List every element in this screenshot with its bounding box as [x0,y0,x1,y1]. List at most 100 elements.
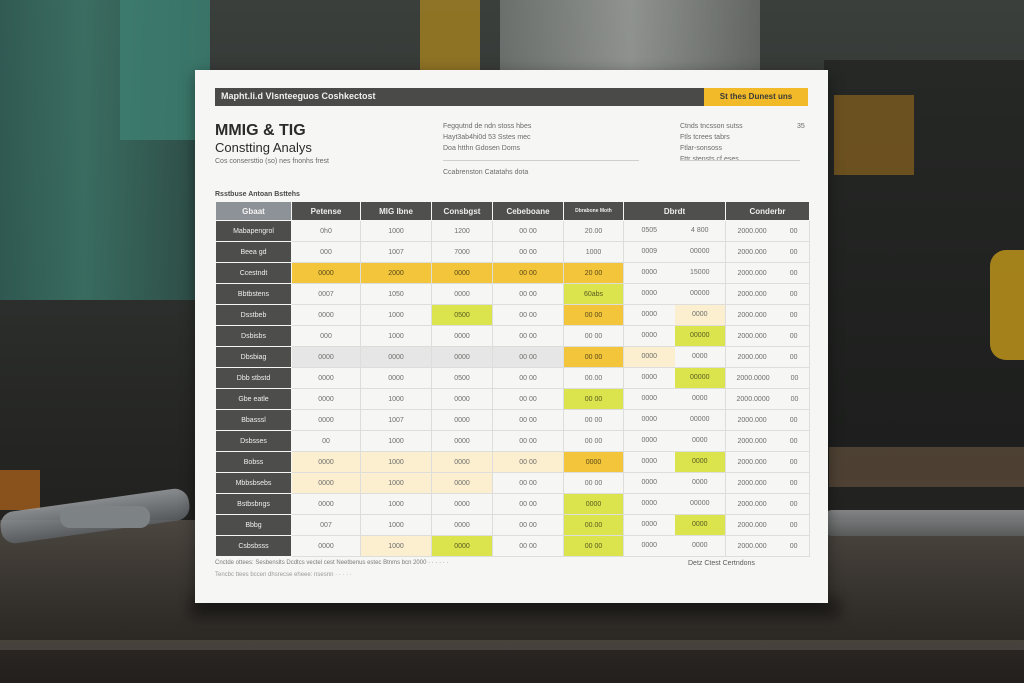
table-cell: 0000 [431,283,493,305]
table-cell: 0000 [291,304,361,326]
split-cell-value: 00 [789,332,798,340]
split-cell: 2000.000 00 [727,353,809,361]
table-cell: 2000.000 00 [725,220,810,242]
table-cell: 0000 00000 [623,283,726,305]
meta-line: Ftlar-sonsoss [680,145,723,152]
table-cell: 0000 [431,535,493,557]
table-cell: 00 00 [563,346,624,368]
split-cell-value: 00000 [690,248,710,255]
split-cell-value: 2000.000 [737,290,767,298]
split-cell-value: 00000 [674,326,725,346]
table-cell: 0000 [563,451,624,473]
split-cell-value: 00 [789,542,798,550]
table-cell: 00 00 [492,388,564,410]
split-cell: 0000 0000 [625,452,725,472]
split-cell-value: 0000 [641,311,658,318]
table-cell: 2000.000 00 [725,430,810,452]
split-cell-value: 00 [790,374,799,382]
split-cell-value: 0000 [674,515,725,535]
table-cell: 1000 [360,430,432,452]
table-cell: 2000.000 00 [725,325,810,347]
meta-column-1: Fegqutnd de ndn stoss hbes Hayt3ab4hi0d … [443,121,531,154]
table-cell: 2000.000 00 [725,283,810,305]
table-cell: 0000 [431,451,493,473]
window-light [500,0,760,70]
split-cell-value: 2000.0000 [736,395,770,403]
row-label: Bbtbstens [215,283,292,305]
column-header: Gbaat [215,201,292,221]
table-cell: 00 00 [563,409,624,431]
footnote-right: Detz Ctest Certndons [688,560,755,567]
column-header: Consbgst [431,201,493,221]
table-cell: 0000 00000 [623,367,726,389]
sheet-header-bar: Mapht.li.d Vlsnteeguos Coshkectost St th… [215,88,808,106]
table-row: Mabapengrol 0h0 1000 1200 00 00 20.00 0505 4 80… [215,220,810,242]
table-cell: 0000 [291,367,361,389]
split-cell-value: 00 [789,479,798,487]
header-tag: St thes Dunest uns [704,88,808,106]
table-cell: 0000 [431,493,493,515]
split-cell: 2000.000 00 [727,312,809,319]
table-cell: 00 00 [492,346,564,368]
table-cell: 0000 [291,472,361,494]
table-cell: 0000 0000 [623,430,726,452]
table-cell: 00 00 [492,451,564,473]
split-cell-value: 0000 [641,332,658,339]
table-cell: 0000 0000 [623,388,726,410]
split-cell: 2000.000 00 [727,500,809,508]
split-cell-value: 0000 [674,452,725,472]
table-cell: 00 00 [563,535,624,557]
meta-line: Doa htthn Gdosen Doms [443,145,521,152]
table-cell: 0000 [360,346,432,368]
footnote: Cnctde ottees: Sesbenslts Dcdtcs vectel … [215,560,449,566]
split-cell: 2000.000 00 [727,269,809,277]
split-cell-value: 0000 [641,542,658,549]
table-cell: 00 00 [492,325,564,347]
table-cell: 1007 [360,409,432,431]
table-cell: 0000 [431,514,493,536]
split-cell: 0000 15000 [625,264,725,283]
split-cell-value: 00 [789,353,798,361]
split-cell-value: 00 [789,269,798,277]
split-cell-value: 00000 [690,500,710,507]
table-cell: 0009 00000 [623,241,726,263]
split-cell: 2000.000 00 [727,228,809,235]
table-cell: 1000 [360,472,432,494]
row-label: Dsbisbs [215,325,292,347]
split-cell: 2000.0000 00 [727,374,809,382]
split-cell: 0000 00000 [625,411,725,430]
split-cell-value: 0000 [691,479,708,486]
workbench-rail [829,447,1024,487]
split-cell: 0000 0000 [625,390,725,409]
split-cell-value: 0000 [641,479,658,486]
split-cell: 0000 00000 [625,326,725,346]
table-cell: 0000 [431,409,493,431]
table-cell: 2000 [360,262,432,284]
split-cell-value: 00000 [690,290,710,297]
split-cell: 2000.000 00 [727,479,809,487]
split-cell-value: 2000.000 [737,458,767,466]
table-cell: 0000 [431,346,493,368]
split-cell-value: 0505 [641,227,658,234]
table-cell: 00 00 [492,241,564,263]
table-cell: 2000.000 00 [725,262,810,284]
table-cell: 00 00 [492,283,564,305]
table-cell: 0000 15000 [623,262,726,284]
table-cell: 00 00 [563,304,624,326]
row-label: Bbasssl [215,409,292,431]
table-cell: 2000.0000 00 [725,367,810,389]
split-cell: 2000.0000 00 [727,395,809,403]
sheet-title: MMIG & TIG [215,122,306,139]
split-cell: 0000 00000 [625,495,725,514]
table-cell: 0000 [431,262,493,284]
table-cell: 7000 [431,241,493,263]
split-cell-value: 2000.000 [737,353,767,361]
split-cell-value: 2000.000 [737,437,767,445]
row-label: Mbbsbsebs [215,472,292,494]
split-cell-value: 2000.000 [737,500,767,508]
table-cell: 00 00 [563,388,624,410]
table-cell: 0500 [431,367,493,389]
split-cell-value: 0000 [641,416,658,423]
column-header: Dbrabone Moth [563,201,624,221]
table-row: Csbsbsss 0000 1000 0000 00 00 00 00 0000 0000 20… [215,535,810,557]
